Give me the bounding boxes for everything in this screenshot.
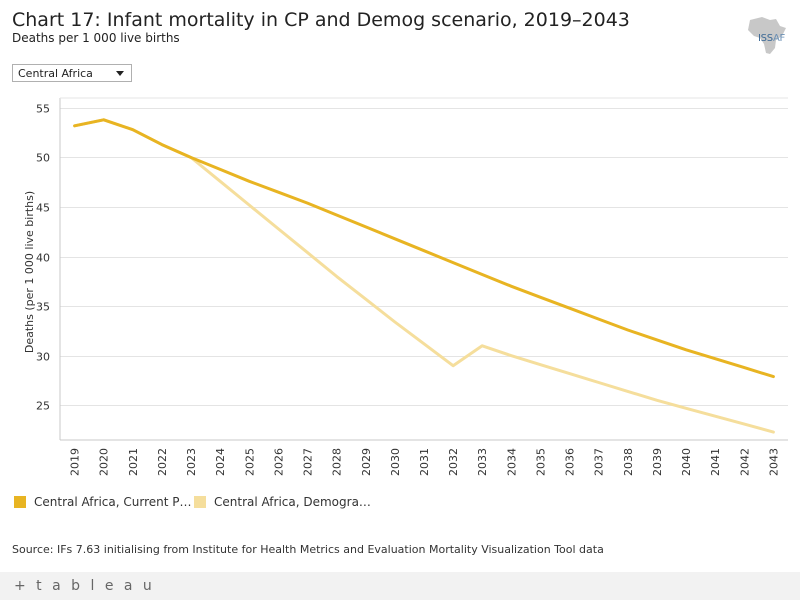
- y-tick-label: 45: [36, 202, 50, 215]
- x-tick-label: 2033: [476, 448, 489, 476]
- series-lines: [73, 118, 775, 434]
- gridlines: [60, 108, 788, 406]
- x-tick-label: 2030: [389, 448, 402, 476]
- x-tick-label: 2027: [302, 448, 315, 476]
- tableau-logo-link[interactable]: + t a b l e a u: [14, 578, 155, 594]
- legend-label-current-path: Central Africa, Current P…: [34, 495, 192, 509]
- x-tick-label: 2038: [622, 448, 635, 476]
- x-tick-label: 2032: [447, 448, 460, 476]
- chart-title: Chart 17: Infant mortality in CP and Dem…: [12, 9, 630, 31]
- x-tick-label: 2026: [272, 448, 285, 476]
- series-line-0[interactable]: [73, 118, 775, 379]
- x-tick-label: 2034: [505, 448, 518, 476]
- footer-bar: + t a b l e a u: [0, 572, 800, 600]
- legend-label-demographic: Central Africa, Demogra…: [214, 495, 371, 509]
- x-tick-label: 2024: [214, 448, 227, 476]
- y-tick-label: 25: [36, 400, 50, 413]
- source-note: Source: IFs 7.63 initialising from Insti…: [12, 543, 604, 556]
- x-tick-label: 2022: [156, 448, 169, 476]
- x-tick-label: 2029: [360, 448, 373, 476]
- legend-swatch-demographic: [194, 496, 206, 508]
- x-tick-label: 2040: [680, 448, 693, 476]
- africa-map-logo-icon: [748, 17, 786, 54]
- chevron-down-icon: [116, 71, 124, 76]
- x-tick-label: 2019: [69, 448, 82, 476]
- x-tick-label: 2023: [185, 448, 198, 476]
- y-tick-label: 55: [36, 103, 50, 116]
- chart-subtitle: Deaths per 1 000 live births: [12, 31, 180, 45]
- region-filter-dropdown[interactable]: Central Africa: [12, 64, 132, 82]
- series-line-1[interactable]: [73, 118, 775, 434]
- x-tick-label: 2025: [243, 448, 256, 476]
- x-tick-label: 2031: [418, 448, 431, 476]
- legend-swatch-current-path: [14, 496, 26, 508]
- x-tick-label: 2043: [767, 448, 780, 476]
- x-tick-label: 2035: [534, 448, 547, 476]
- x-tick-label: 2042: [738, 448, 751, 476]
- y-tick-label: 50: [36, 152, 50, 165]
- y-axis-label: Deaths (per 1 000 live births): [23, 191, 36, 353]
- y-tick-label: 40: [36, 252, 50, 265]
- x-tick-label: 2028: [331, 448, 344, 476]
- y-tick-label: 35: [36, 301, 50, 314]
- y-tick-label: 30: [36, 351, 50, 364]
- x-tick-label: 2039: [651, 448, 664, 476]
- axes: 25 30 35 40 45 50 55 2019 2020 2021 2022 2023 2024 20…: [36, 97, 788, 476]
- region-filter-value: Central Africa: [18, 67, 93, 80]
- x-tick-label: 2021: [127, 448, 140, 476]
- x-tick-label: 2036: [564, 448, 577, 476]
- logo-text: ISSAF: [758, 33, 785, 44]
- x-tick-label: 2037: [593, 448, 606, 476]
- x-tick-label: 2020: [98, 448, 111, 476]
- x-tick-label: 2041: [709, 448, 722, 476]
